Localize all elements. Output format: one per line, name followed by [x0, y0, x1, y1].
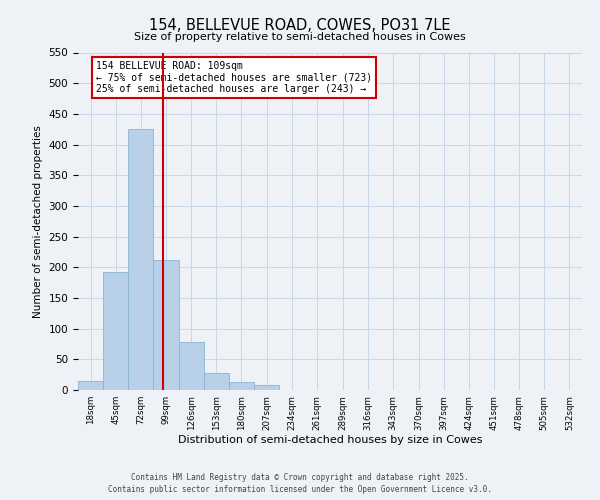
Bar	[229, 382, 254, 390]
Text: 154 BELLEVUE ROAD: 109sqm
← 75% of semi-detached houses are smaller (723)
25% of: 154 BELLEVUE ROAD: 109sqm ← 75% of semi-…	[95, 61, 372, 94]
Bar	[254, 385, 279, 390]
Bar	[154, 260, 179, 390]
Bar	[78, 381, 103, 390]
Text: Size of property relative to semi-detached houses in Cowes: Size of property relative to semi-detach…	[134, 32, 466, 42]
Bar	[128, 129, 154, 390]
Bar	[204, 373, 229, 390]
X-axis label: Distribution of semi-detached houses by size in Cowes: Distribution of semi-detached houses by …	[178, 436, 482, 446]
Bar	[103, 272, 128, 390]
Text: Contains HM Land Registry data © Crown copyright and database right 2025.
Contai: Contains HM Land Registry data © Crown c…	[108, 472, 492, 494]
Text: 154, BELLEVUE ROAD, COWES, PO31 7LE: 154, BELLEVUE ROAD, COWES, PO31 7LE	[149, 18, 451, 32]
Y-axis label: Number of semi-detached properties: Number of semi-detached properties	[33, 125, 43, 318]
Bar	[179, 342, 204, 390]
